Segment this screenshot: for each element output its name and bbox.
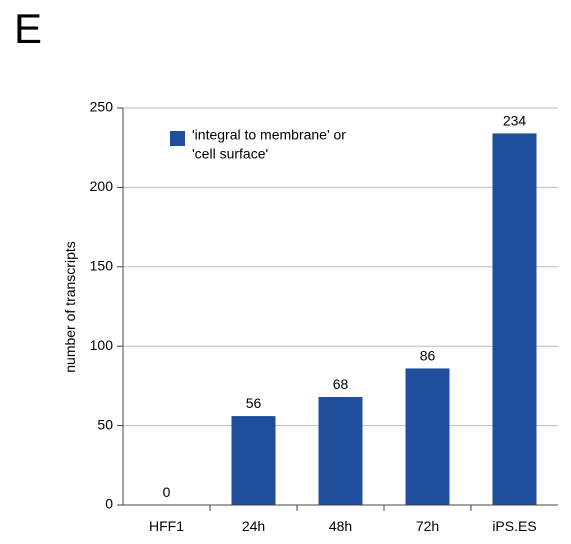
y-tick-label: 100 [90,337,114,353]
data-label: 234 [503,112,527,128]
panel-label: E [14,5,43,52]
y-tick-label: 250 [90,99,114,115]
x-tick-label: HFF1 [149,518,184,534]
bar [405,368,450,505]
legend-label-line-2: 'cell surface' [192,146,268,162]
y-tick-label: 150 [90,258,114,274]
x-tick-label: 72h [416,518,439,534]
y-tick-label: 0 [105,496,113,512]
x-tick-label: 48h [329,518,352,534]
bar [231,416,276,505]
x-tick-label: iPS.ES [492,518,536,534]
bar [318,397,363,505]
y-axis-title: number of transcripts [62,241,78,373]
legend-swatch [170,131,185,146]
axes [122,108,558,506]
legend: 'integral to membrane' or 'cell surface' [170,127,346,162]
legend-label-line-1: 'integral to membrane' or [192,127,346,143]
bar [492,133,537,505]
y-tick-label: 200 [90,178,114,194]
data-label: 68 [333,376,349,392]
gridlines [123,107,558,427]
x-tick-label: 24h [242,518,265,534]
data-label: 56 [246,395,262,411]
x-tick-labels: HFF1 24h 48h 72h iPS.ES [149,505,537,534]
data-label: 0 [163,484,171,500]
y-tick-label: 50 [97,416,113,432]
y-tick-labels: 0 50 100 150 200 250 [90,99,123,512]
data-label: 86 [420,347,436,363]
data-labels: 0 56 68 86 234 [163,112,527,500]
bars [231,133,537,505]
